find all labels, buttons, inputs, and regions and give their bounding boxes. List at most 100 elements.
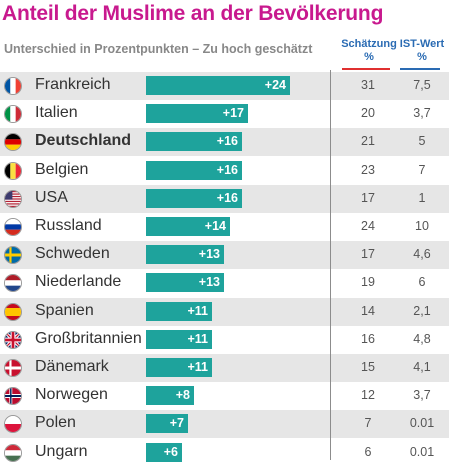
category-label-polen: Polen <box>35 414 76 432</box>
bar-value-label: +13 <box>198 275 220 290</box>
row-grossbritannien: Großbritannien +11 16 4,8 <box>0 326 449 354</box>
actual-value: 0.01 <box>409 444 435 459</box>
bar-frankreich: +24 <box>146 76 290 95</box>
category-label-italien: Italien <box>35 104 78 122</box>
category-label-spanien: Spanien <box>35 301 94 319</box>
flag-hungary-icon <box>4 443 22 462</box>
actual-column-header: IST-Wert % <box>397 38 447 64</box>
category-label-frankreich: Frankreich <box>35 76 111 93</box>
actual-header-rule <box>400 68 440 70</box>
bar-value-label: +16 <box>216 162 238 177</box>
bar-value-label: +11 <box>187 303 208 318</box>
actual-value: 4,8 <box>413 331 431 346</box>
actual-header-label: IST-Wert <box>399 38 445 50</box>
category-label-d-nemark: Dänemark <box>35 358 109 375</box>
row-schweden: Schweden +13 17 4,6 <box>0 241 449 270</box>
estimate-value: 24 <box>361 219 375 233</box>
row-frankreich: Frankreich +24 31 7,5 <box>0 72 449 100</box>
row-belgien: Belgien +16 23 7 <box>0 157 449 185</box>
row-ungarn: Ungarn +6 6 0.01 <box>0 439 449 467</box>
flag-russia-icon <box>4 218 22 236</box>
row-deutschland: Deutschland +16 21 5 <box>0 128 449 157</box>
bar-value-label: +11 <box>187 360 208 374</box>
flag-germany-icon <box>4 133 22 152</box>
estimate-value: 23 <box>361 162 375 177</box>
bar-d-nemark: +11 <box>146 358 212 377</box>
actual-value: 0.01 <box>409 416 435 431</box>
actual-value: 4,6 <box>413 247 431 262</box>
bar-value-label: +8 <box>175 388 190 403</box>
estimate-value: 20 <box>361 106 375 121</box>
bar-value-label: +14 <box>204 219 226 233</box>
row-niederlande: Niederlande +13 19 6 <box>0 269 449 297</box>
actual-value: 3,7 <box>413 388 431 403</box>
flag-norway-icon <box>4 387 22 406</box>
actual-value: 7 <box>418 162 426 177</box>
bar-italien: +17 <box>146 104 248 124</box>
estimate-value: 17 <box>361 190 375 205</box>
bar-deutschland: +16 <box>146 132 242 152</box>
actual-header-unit: % <box>417 51 427 63</box>
estimate-value: 19 <box>361 275 375 290</box>
estimate-value: 16 <box>361 331 375 346</box>
bar-grossbritannien: +11 <box>146 329 212 349</box>
flag-belgium-icon <box>4 161 22 180</box>
estimate-value: 31 <box>361 78 375 92</box>
actual-value: 7,5 <box>413 78 431 92</box>
actual-value: 3,7 <box>413 106 431 121</box>
flag-poland-icon <box>4 415 22 434</box>
estimate-value: 15 <box>361 360 375 374</box>
category-label-norwegen: Norwegen <box>35 386 108 404</box>
bar-value-label: +7 <box>169 416 184 431</box>
flag-denmark-icon <box>4 359 22 377</box>
bar-spanien: +11 <box>146 301 212 321</box>
bar-value-label: +16 <box>216 134 238 149</box>
flag-sweden-icon <box>4 246 22 265</box>
flag-france-icon <box>4 77 22 95</box>
row-norwegen: Norwegen +8 12 3,7 <box>0 382 449 410</box>
estimate-value: 17 <box>361 247 375 262</box>
estimate-value: 6 <box>364 444 372 459</box>
bar-schweden: +13 <box>146 245 224 265</box>
estimate-value: 7 <box>364 416 372 431</box>
estimate-value: 14 <box>361 303 375 318</box>
bar-niederlande: +13 <box>146 273 224 293</box>
actual-value: 2,1 <box>413 303 431 318</box>
estimate-column-header: Schätzung % <box>340 38 398 64</box>
bar-ungarn: +6 <box>146 442 182 462</box>
bar-value-label: +17 <box>222 106 244 121</box>
flag-italy-icon <box>4 105 22 124</box>
row-spanien: Spanien +11 14 2,1 <box>0 297 449 326</box>
estimate-header-label: Schätzung <box>341 38 397 50</box>
column-divider <box>330 70 331 460</box>
actual-value: 10 <box>415 219 429 233</box>
category-label-grossbritannien: Großbritannien <box>35 329 142 347</box>
category-label-belgien: Belgien <box>35 160 89 178</box>
bar-usa: +16 <box>146 188 242 208</box>
flag-spain-icon <box>4 302 22 321</box>
category-label-deutschland: Deutschland <box>35 132 132 150</box>
actual-value: 6 <box>418 275 426 290</box>
category-label-ungarn: Ungarn <box>35 442 88 460</box>
bar-belgien: +16 <box>146 160 242 180</box>
actual-value: 5 <box>418 134 426 149</box>
chart-subtitle: Unterschied in Prozentpunkten – Zu hoch … <box>4 42 313 56</box>
bar-russland: +14 <box>146 217 230 236</box>
category-label-niederlande: Niederlande <box>35 273 122 291</box>
flag-usa-icon <box>4 189 22 208</box>
flag-netherlands-icon <box>4 274 22 293</box>
row-russland: Russland +14 24 10 <box>0 213 449 241</box>
bar-value-label: +13 <box>198 247 220 262</box>
row-polen: Polen +7 7 0.01 <box>0 410 449 439</box>
category-label-russland: Russland <box>35 217 102 234</box>
category-label-schweden: Schweden <box>35 245 110 263</box>
bar-polen: +7 <box>146 414 188 434</box>
row-d-nemark: Dänemark +11 15 4,1 <box>0 354 449 382</box>
bar-norwegen: +8 <box>146 386 194 406</box>
bar-value-label: +24 <box>264 78 286 92</box>
estimate-value: 12 <box>361 388 375 403</box>
actual-value: 1 <box>418 190 426 205</box>
estimate-value: 21 <box>361 134 375 149</box>
bar-value-label: +6 <box>163 444 178 459</box>
row-italien: Italien +17 20 3,7 <box>0 100 449 128</box>
